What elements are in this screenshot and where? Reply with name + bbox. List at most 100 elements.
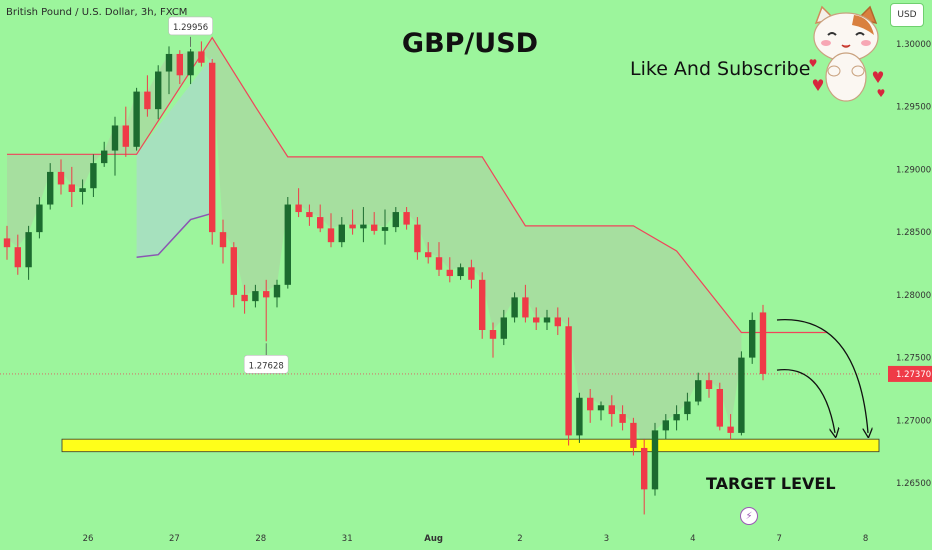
candle [176, 50, 183, 85]
candle [587, 388, 594, 423]
candle-body [338, 224, 345, 243]
candle [360, 207, 367, 243]
candle-body [425, 252, 432, 258]
candle-body [57, 171, 65, 185]
x-tick-label: Aug [424, 534, 443, 544]
candle-body [533, 317, 540, 323]
candle [36, 196, 43, 239]
candle-body [543, 317, 551, 323]
candle-body [209, 62, 216, 233]
candle-body [360, 224, 367, 229]
candle [662, 414, 669, 440]
candle-body [155, 71, 162, 110]
candle-body [500, 317, 507, 339]
candle [576, 392, 583, 443]
candle-body [176, 53, 183, 76]
candle-body [273, 284, 281, 298]
candle [511, 292, 518, 323]
candle [3, 225, 11, 260]
candle-body [349, 224, 356, 229]
target-zone [61, 438, 880, 453]
subscribe-text: Like And Subscribe [630, 58, 811, 80]
candle-body [738, 357, 745, 433]
candle [349, 209, 356, 235]
candle [738, 351, 745, 436]
candle-body [3, 238, 11, 248]
candle-body [435, 257, 443, 270]
candle [133, 87, 140, 151]
y-tick-label: 1.30000 [896, 40, 931, 50]
y-tick-label: 1.28500 [896, 228, 931, 238]
candle-body [317, 217, 324, 229]
candle [155, 65, 162, 120]
symbol-label: British Pound / U.S. Dollar, 3h, FXCM [6, 7, 188, 18]
candle-body [36, 204, 43, 233]
chart-title: GBP/USD [401, 28, 539, 59]
candle [14, 234, 21, 275]
candle [457, 263, 464, 280]
candle [306, 204, 313, 226]
candle-body [641, 447, 648, 490]
candle-body [630, 422, 637, 448]
candle-body [165, 53, 173, 72]
x-tick-label: 4 [690, 534, 695, 544]
candle-body [576, 397, 583, 436]
candle [165, 46, 173, 95]
y-tick-label: 1.28000 [896, 291, 931, 301]
candle-body [727, 426, 734, 433]
projection-arrow-inner [776, 368, 835, 433]
candle [468, 259, 475, 289]
x-tick-label: 31 [342, 534, 353, 544]
candle-body [68, 184, 75, 192]
candle-body [79, 188, 86, 192]
candle [749, 312, 756, 364]
candle-body [608, 405, 615, 415]
candle-body [705, 380, 713, 389]
candle [641, 439, 648, 515]
x-tick-label: 26 [83, 534, 94, 544]
candle-body [597, 405, 605, 411]
candle [57, 159, 65, 195]
candle-body [392, 212, 399, 228]
candle [716, 382, 723, 431]
candle [101, 141, 108, 167]
candle-body [219, 232, 227, 248]
candle-body [684, 401, 691, 415]
candle-body [749, 319, 756, 358]
currency-button[interactable]: USD [890, 3, 924, 27]
candle-body [403, 212, 410, 225]
candle-body [101, 150, 108, 164]
candle [705, 372, 713, 398]
candle [435, 242, 443, 277]
candle-body [716, 388, 723, 427]
high-label-box [168, 16, 213, 36]
candle-body [565, 326, 572, 436]
candle [230, 242, 237, 308]
candle [371, 212, 378, 235]
candle-body [479, 279, 486, 331]
candle [565, 317, 572, 446]
candle-body [468, 267, 475, 280]
candle [111, 116, 119, 176]
candle-body [381, 227, 389, 231]
candle-body [295, 204, 302, 213]
candle-body [511, 297, 518, 318]
y-tick-label: 1.29500 [896, 103, 931, 113]
candle-body [47, 171, 54, 205]
candle [727, 414, 734, 440]
candle [144, 75, 151, 117]
candle-body [759, 312, 767, 374]
candle [198, 41, 205, 67]
flash-icon[interactable]: ⚡ [740, 507, 758, 525]
candle [759, 304, 767, 381]
candle [543, 309, 551, 331]
candle [695, 372, 702, 406]
candle [533, 307, 540, 331]
candle-body [522, 297, 529, 318]
y-tick-label: 1.26500 [896, 479, 931, 489]
candle [479, 272, 486, 339]
candle-body [263, 291, 270, 298]
candle [122, 106, 129, 157]
candle [522, 284, 529, 323]
